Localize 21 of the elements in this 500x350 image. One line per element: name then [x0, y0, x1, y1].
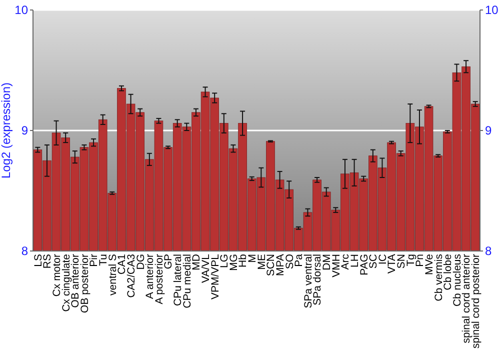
- x-tick-label: CPu medial: [181, 254, 194, 308]
- x-tick-label: SPa dorsal: [312, 254, 324, 306]
- x-tick-label: DG: [134, 254, 147, 270]
- x-tick-label: spinal cord anterior: [460, 253, 473, 344]
- x-tick-label: SO: [284, 254, 296, 270]
- x-tick-label: Pir: [88, 254, 100, 267]
- x-tick-label: VPM/VPL: [209, 254, 222, 300]
- y-tick-label: 9: [21, 124, 28, 138]
- y-axis-title: Log2 (expression): [0, 82, 13, 179]
- x-tick-label: spinal cord posterior: [470, 253, 482, 349]
- x-tick-label: GP: [162, 254, 175, 270]
- x-tick-label: Cx cingulate: [60, 254, 72, 312]
- y-tick-label: 10: [14, 3, 28, 18]
- x-tick-label: Hb: [237, 254, 250, 268]
- x-tick-label: PAG: [358, 254, 370, 276]
- x-tick-label: VTA: [386, 254, 398, 274]
- y-tick-label: 8: [21, 244, 28, 258]
- y2-tick-label: 8: [485, 244, 492, 258]
- y2-tick-label: 9: [485, 124, 492, 138]
- y2-tick-label: 10: [485, 3, 499, 18]
- x-tick-label: LS: [32, 254, 44, 267]
